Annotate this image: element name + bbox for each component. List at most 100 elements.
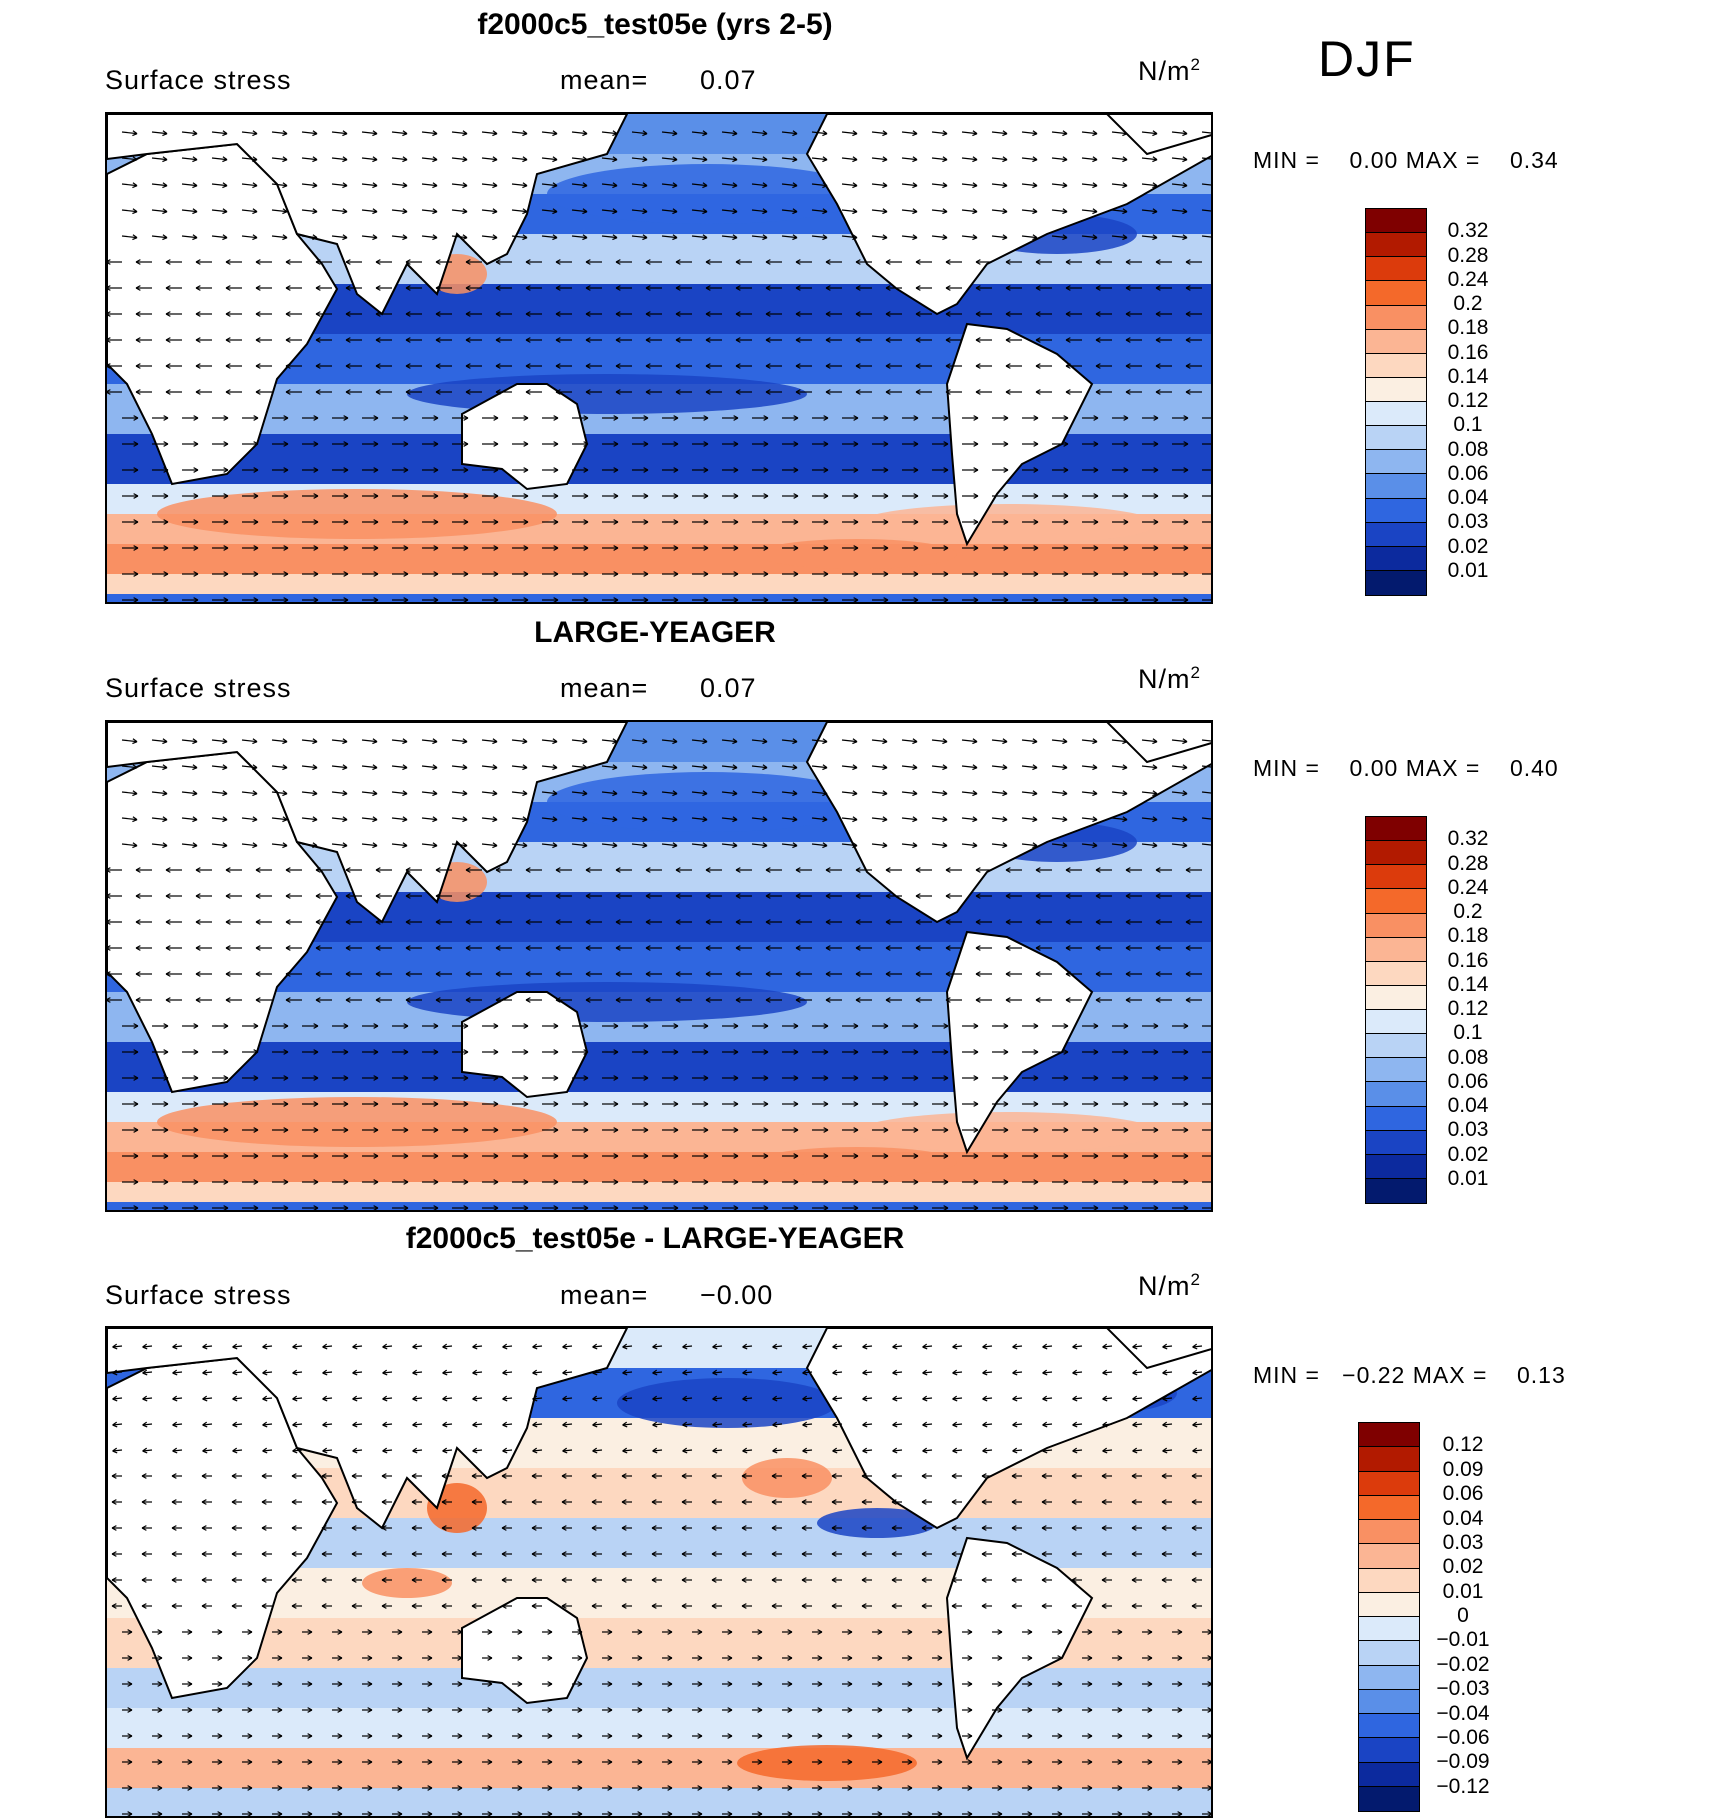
- colorbar-tick-label: 0.24: [1447, 875, 1489, 899]
- panel-3-minmax: MIN = −0.22 MAX = 0.13: [1253, 1362, 1566, 1388]
- colorbar-swatch: [1359, 1714, 1419, 1739]
- colorbar-swatch: [1366, 257, 1426, 282]
- colorbar-swatch: [1359, 1689, 1419, 1714]
- colorbar-swatch: [1366, 522, 1426, 547]
- colorbar-tick-label: 0.03: [1447, 1118, 1489, 1142]
- colorbar-swatch: [1359, 1592, 1419, 1617]
- colorbar-swatch: [1359, 1544, 1419, 1569]
- colorbar-swatch: [1366, 865, 1426, 890]
- panel-2-mean-value: 0.07: [700, 673, 757, 703]
- panel-1-units: N/m2: [1138, 55, 1201, 86]
- colorbar-tick-label: 0.18: [1447, 316, 1489, 340]
- colorbar-tick-label: 0.2: [1453, 292, 1483, 315]
- stress-map: [107, 114, 1211, 602]
- colorbar-swatch: [1366, 498, 1426, 523]
- colorbar-tick-label: 0.28: [1447, 851, 1489, 875]
- panel-2-variable: Surface stress: [105, 673, 292, 703]
- colorbar-swatch: [1366, 1130, 1426, 1155]
- panel-3-variable: Surface stress: [105, 1280, 292, 1310]
- colorbar-tick-label: 0.32: [1447, 219, 1489, 243]
- colorbar-tick-label: 0.02: [1447, 1142, 1489, 1166]
- panel-3-map: [105, 1326, 1213, 1818]
- colorbar-swatch: [1366, 570, 1426, 595]
- panel-3-colorbar-labels: 0.12 0.09 0.06 0.04 0.03 0.02 0.01 0 −0.01 −0.02−…: [1423, 1422, 1503, 1812]
- colorbar-tick-label: 0.28: [1447, 243, 1489, 267]
- colorbar-swatch: [1366, 377, 1426, 402]
- colorbar-tick-label: 0.06: [1442, 1482, 1484, 1506]
- colorbar-swatch: [1366, 961, 1426, 986]
- panel-3-units: N/m2: [1138, 1270, 1201, 1301]
- panel-1-mean-value: 0.07: [700, 65, 757, 95]
- colorbar-tick-label: 0.04: [1447, 486, 1489, 509]
- season-label: DJF: [1318, 31, 1416, 87]
- colorbar-swatch: [1366, 281, 1426, 306]
- stress-map: [107, 1328, 1211, 1816]
- colorbar-swatch: [1366, 1106, 1426, 1131]
- colorbar-swatch: [1359, 1762, 1419, 1787]
- panel-1-minmax: MIN = 0.00 MAX = 0.34: [1253, 147, 1559, 173]
- colorbar-swatch: [1366, 450, 1426, 475]
- colorbar-swatch: [1359, 1471, 1419, 1496]
- colorbar-tick-label: 0.14: [1447, 364, 1489, 388]
- panel-2-colorbar-labels: 0.32 0.28 0.24 0.2 0.18 0.16 0.14 0.12 0.1 0.08 0.…: [1428, 816, 1508, 1204]
- colorbar-swatch: [1366, 889, 1426, 914]
- colorbar-swatch: [1366, 329, 1426, 354]
- colorbar-tick-label: 0.2: [1453, 900, 1483, 923]
- colorbar-swatch: [1359, 1617, 1419, 1642]
- colorbar-swatch: [1359, 1738, 1419, 1763]
- colorbar-swatch: [1366, 426, 1426, 451]
- panel-2-map: [105, 720, 1213, 1212]
- colorbar-tick-label: 0.01: [1447, 1166, 1489, 1190]
- colorbar-tick-label: −0.02: [1436, 1652, 1490, 1676]
- panel-3-title: f2000c5_test05e - LARGE-YEAGER: [405, 1222, 905, 1255]
- stress-map: [107, 722, 1211, 1210]
- colorbar-tick-label: −0.03: [1436, 1677, 1490, 1701]
- panel-1-mean-label: mean=: [560, 65, 649, 95]
- colorbar-tick-label: 0.08: [1447, 437, 1489, 461]
- colorbar-swatch: [1359, 1447, 1419, 1472]
- panel-3-mean-label: mean=: [560, 1280, 649, 1310]
- colorbar-tick-label: 0.06: [1447, 461, 1489, 485]
- colorbar-tick-label: 0.04: [1442, 1506, 1484, 1530]
- panel-3-mean-value: −0.00: [700, 1280, 774, 1310]
- colorbar-swatch: [1359, 1423, 1419, 1448]
- colorbar-swatch: [1366, 209, 1426, 234]
- colorbar-swatch: [1359, 1520, 1419, 1545]
- colorbar-tick-label: 0.12: [1447, 389, 1489, 412]
- colorbar-tick-label: 0.16: [1447, 340, 1489, 364]
- colorbar-swatch: [1366, 985, 1426, 1010]
- colorbar-swatch: [1366, 546, 1426, 571]
- colorbar-tick-label: 0.12: [1442, 1433, 1484, 1457]
- colorbar-swatch: [1366, 474, 1426, 499]
- panel-1-variable: Surface stress: [105, 65, 292, 95]
- panel-2-units: N/m2: [1138, 663, 1201, 694]
- colorbar-swatch: [1366, 1154, 1426, 1179]
- colorbar-tick-label: −0.04: [1436, 1701, 1490, 1725]
- colorbar-swatch: [1366, 1058, 1426, 1083]
- colorbar-tick-label: −0.01: [1436, 1628, 1490, 1652]
- colorbar-tick-label: 0.09: [1442, 1457, 1484, 1481]
- colorbar-swatch: [1359, 1641, 1419, 1666]
- colorbar-swatch: [1366, 913, 1426, 938]
- panel-2-mean-label: mean=: [560, 673, 649, 703]
- colorbar-swatch: [1366, 817, 1426, 842]
- colorbar-tick-label: 0.02: [1442, 1555, 1484, 1579]
- panel-2-title: LARGE-YEAGER: [534, 616, 776, 649]
- colorbar-swatch: [1366, 1178, 1426, 1203]
- colorbar-swatch: [1366, 402, 1426, 427]
- colorbar-tick-label: 0.03: [1442, 1530, 1484, 1554]
- colorbar-swatch: [1366, 1010, 1426, 1035]
- colorbar-tick-label: 0.32: [1447, 827, 1489, 851]
- colorbar-tick-label: 0.02: [1447, 534, 1489, 558]
- colorbar-swatch: [1366, 353, 1426, 378]
- colorbar-swatch: [1366, 305, 1426, 330]
- colorbar-tick-label: 0.24: [1447, 267, 1489, 291]
- colorbar-tick-label: 0.03: [1447, 510, 1489, 534]
- colorbar-tick-label: −0.12: [1436, 1774, 1490, 1798]
- colorbar-tick-label: 0.04: [1447, 1094, 1489, 1117]
- panel-2-minmax: MIN = 0.00 MAX = 0.40: [1253, 755, 1559, 781]
- panel-2-colorbar: [1365, 816, 1427, 1204]
- colorbar-swatch: [1366, 937, 1426, 962]
- panel-3-colorbar: [1358, 1422, 1420, 1812]
- colorbar-tick-label: 0.12: [1447, 997, 1489, 1020]
